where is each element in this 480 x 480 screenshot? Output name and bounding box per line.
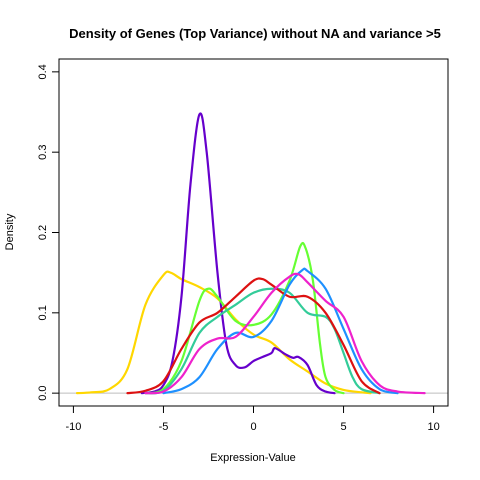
chart-title: Density of Genes (Top Variance) without … <box>69 26 441 41</box>
density-line-2 <box>140 112 336 395</box>
y-tick-label: 0.1 <box>37 305 49 320</box>
plot-frame <box>58 58 449 407</box>
density-line-6 <box>162 267 399 395</box>
x-tick-label: 0 <box>250 421 256 433</box>
density-line-3 <box>144 241 345 395</box>
x-axis: -10 -5 0 5 10 <box>65 405 440 433</box>
y-axis: 0.0 0.1 0.2 0.3 0.4 <box>37 64 60 401</box>
x-tick-label: 5 <box>340 421 346 433</box>
y-tick-label: 0.2 <box>37 225 49 240</box>
x-tick-label: -10 <box>65 421 81 433</box>
x-tick-label: -5 <box>159 421 169 433</box>
density-line-7 <box>144 272 426 395</box>
density-line-5 <box>126 277 381 395</box>
x-axis-label: Expression-Value <box>210 452 295 464</box>
y-axis-label: Density <box>4 213 16 250</box>
plot-lines <box>59 112 448 395</box>
y-tick-label: 0.0 <box>37 386 49 401</box>
density-line-4 <box>144 287 381 395</box>
y-tick-label: 0.3 <box>37 145 49 160</box>
y-tick-label: 0.4 <box>37 64 49 79</box>
x-tick-label: 10 <box>427 421 439 433</box>
